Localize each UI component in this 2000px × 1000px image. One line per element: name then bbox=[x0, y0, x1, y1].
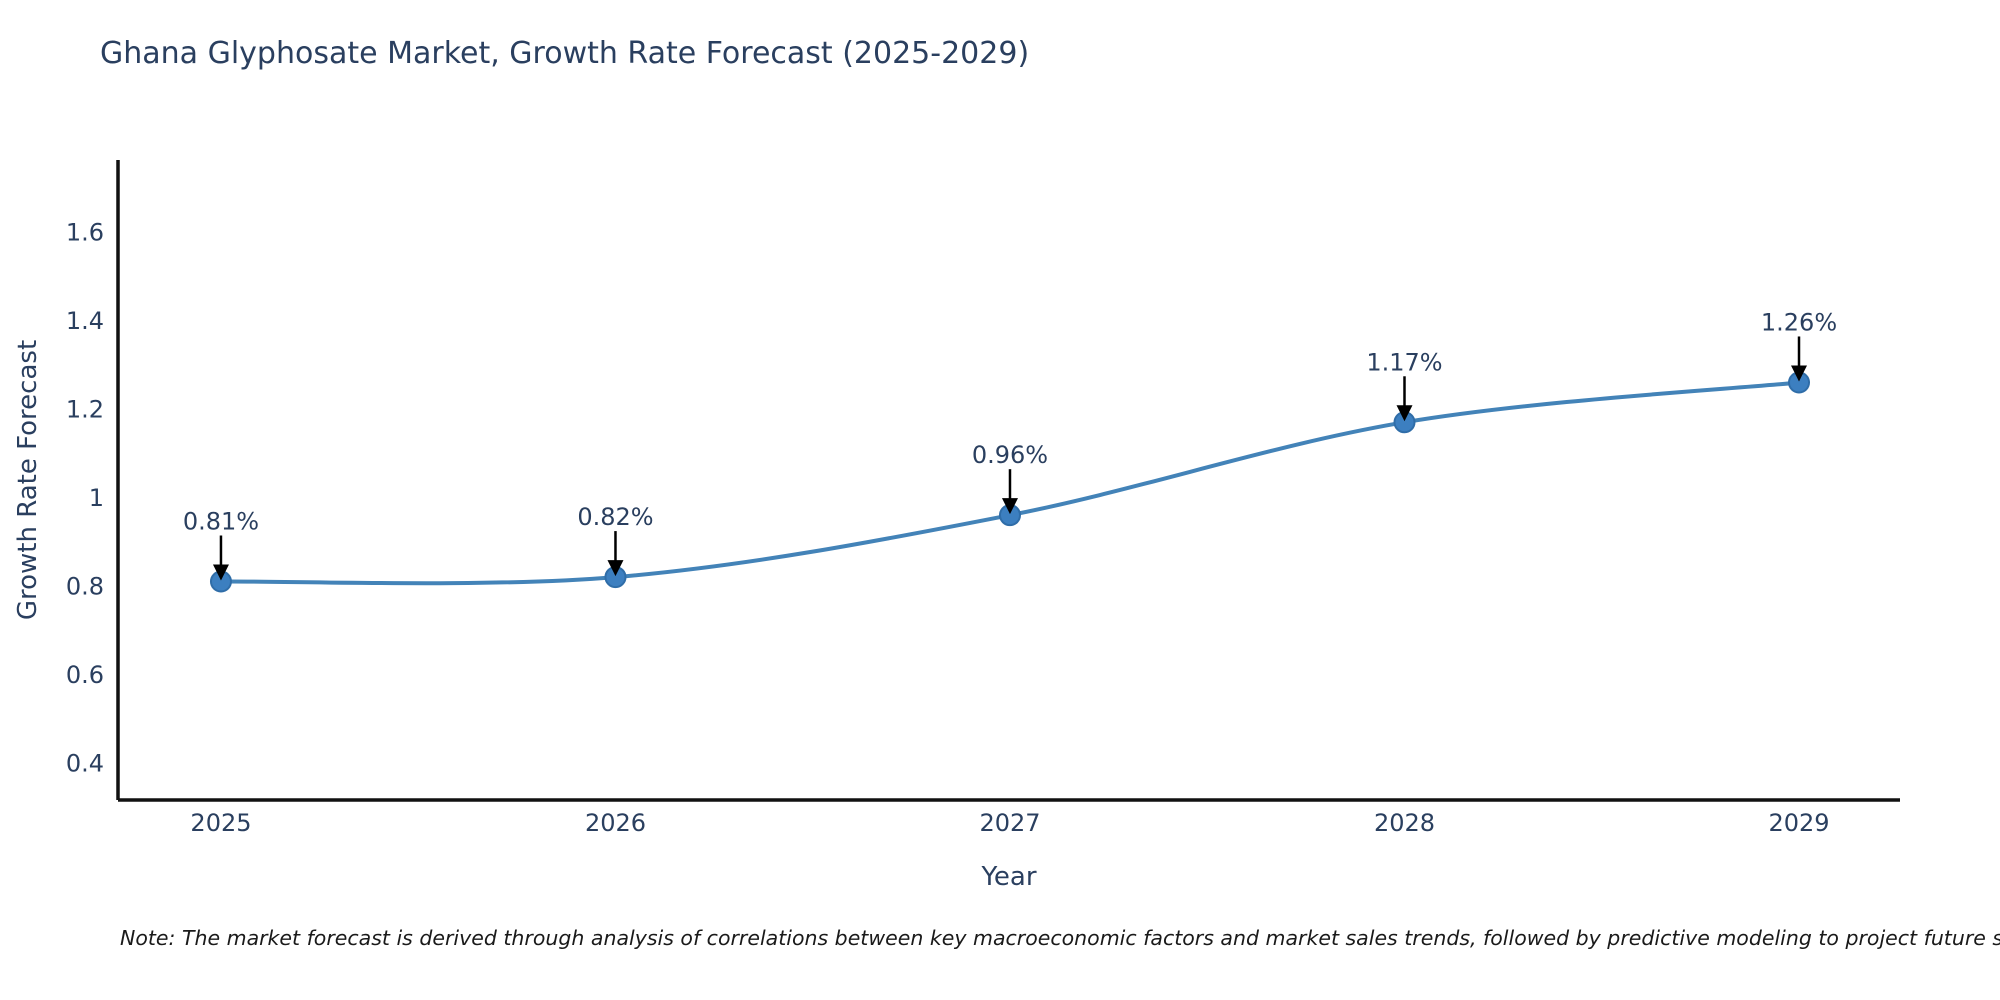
chart-title: Ghana Glyphosate Market, Growth Rate For… bbox=[100, 36, 1030, 71]
annotation-arrowhead-icon bbox=[1791, 365, 1808, 382]
point-value-label: 0.81% bbox=[183, 508, 259, 536]
y-tick-label: 1.2 bbox=[66, 396, 104, 424]
point-value-label: 1.17% bbox=[1366, 348, 1442, 376]
annotation-arrowhead-icon bbox=[1396, 405, 1413, 422]
y-tick-label: 0.8 bbox=[66, 572, 104, 600]
footnote: Note: The market forecast is derived thr… bbox=[120, 926, 2000, 950]
y-tick-label: 1 bbox=[89, 484, 104, 512]
x-tick-label: 2025 bbox=[190, 809, 251, 837]
point-value-label: 0.96% bbox=[972, 441, 1048, 469]
annotation-arrowhead-icon bbox=[1001, 498, 1018, 515]
x-tick-label: 2027 bbox=[979, 809, 1040, 837]
y-tick-label: 1.4 bbox=[66, 307, 104, 335]
y-tick-label: 1.6 bbox=[66, 219, 104, 247]
x-tick-label: 2028 bbox=[1374, 809, 1435, 837]
annotation-arrowhead-icon bbox=[212, 564, 229, 581]
x-tick-label: 2029 bbox=[1768, 809, 1829, 837]
annotation-arrowhead-icon bbox=[607, 560, 624, 577]
y-tick-label: 0.6 bbox=[66, 661, 104, 689]
x-axis-title: Year bbox=[981, 862, 1037, 892]
point-value-label: 0.82% bbox=[577, 503, 653, 531]
y-tick-label: 0.4 bbox=[66, 749, 104, 777]
x-tick-label: 2026 bbox=[585, 809, 646, 837]
point-value-label: 1.26% bbox=[1761, 308, 1837, 336]
